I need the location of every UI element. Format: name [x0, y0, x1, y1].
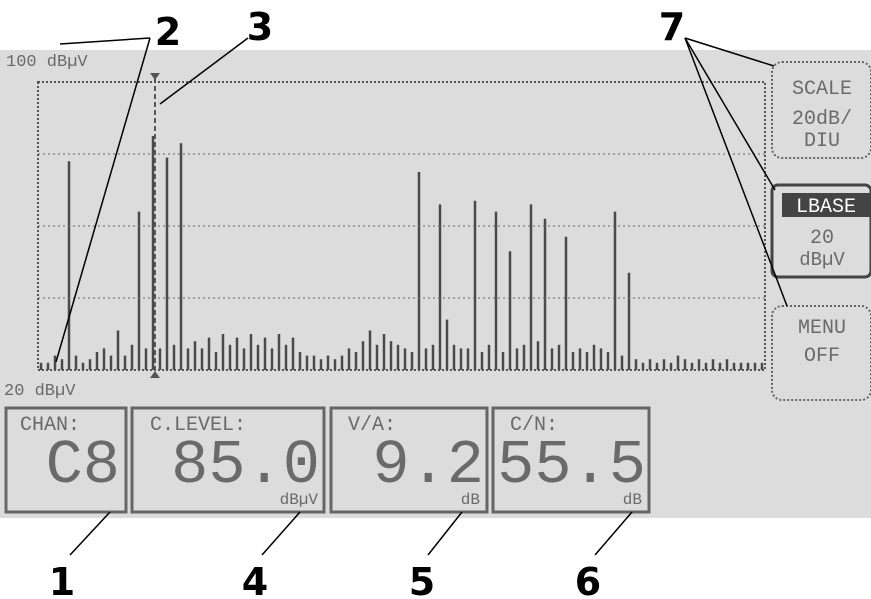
- softkey-title: LBASE: [796, 196, 856, 219]
- callout: 5: [409, 560, 435, 599]
- softkey-line: OFF: [804, 345, 840, 368]
- readout-unit: dBµV: [280, 491, 319, 509]
- callout: 6: [575, 560, 601, 599]
- callout: 2: [155, 10, 181, 54]
- callout: 7: [659, 5, 685, 49]
- callout-line: [428, 512, 462, 555]
- readout-unit: dB: [461, 491, 480, 509]
- callout-line: [595, 512, 632, 555]
- softkey-line: 20dB/: [792, 108, 852, 131]
- y-top-label: 100 dBµV: [6, 53, 88, 72]
- callout: 3: [247, 5, 273, 49]
- softkey-line: DIU: [804, 130, 840, 153]
- callout-line: [262, 512, 300, 555]
- readout-value: C8: [46, 430, 120, 501]
- screenshot: 100 dBµV 20 dBµV SCALE 20dB/ DIU LBASE 2…: [0, 0, 871, 599]
- callout-line: [70, 512, 110, 555]
- readout-unit: dB: [623, 491, 642, 509]
- softkey-title: SCALE: [792, 78, 852, 101]
- callout: 4: [242, 560, 268, 599]
- callout: 1: [49, 560, 75, 599]
- softkey-title: MENU: [798, 317, 846, 340]
- softkey-line: dBµV: [799, 249, 845, 271]
- callout-line: [60, 38, 150, 44]
- y-bottom-label: 20 dBµV: [4, 382, 76, 401]
- softkey-line: 20: [810, 227, 834, 250]
